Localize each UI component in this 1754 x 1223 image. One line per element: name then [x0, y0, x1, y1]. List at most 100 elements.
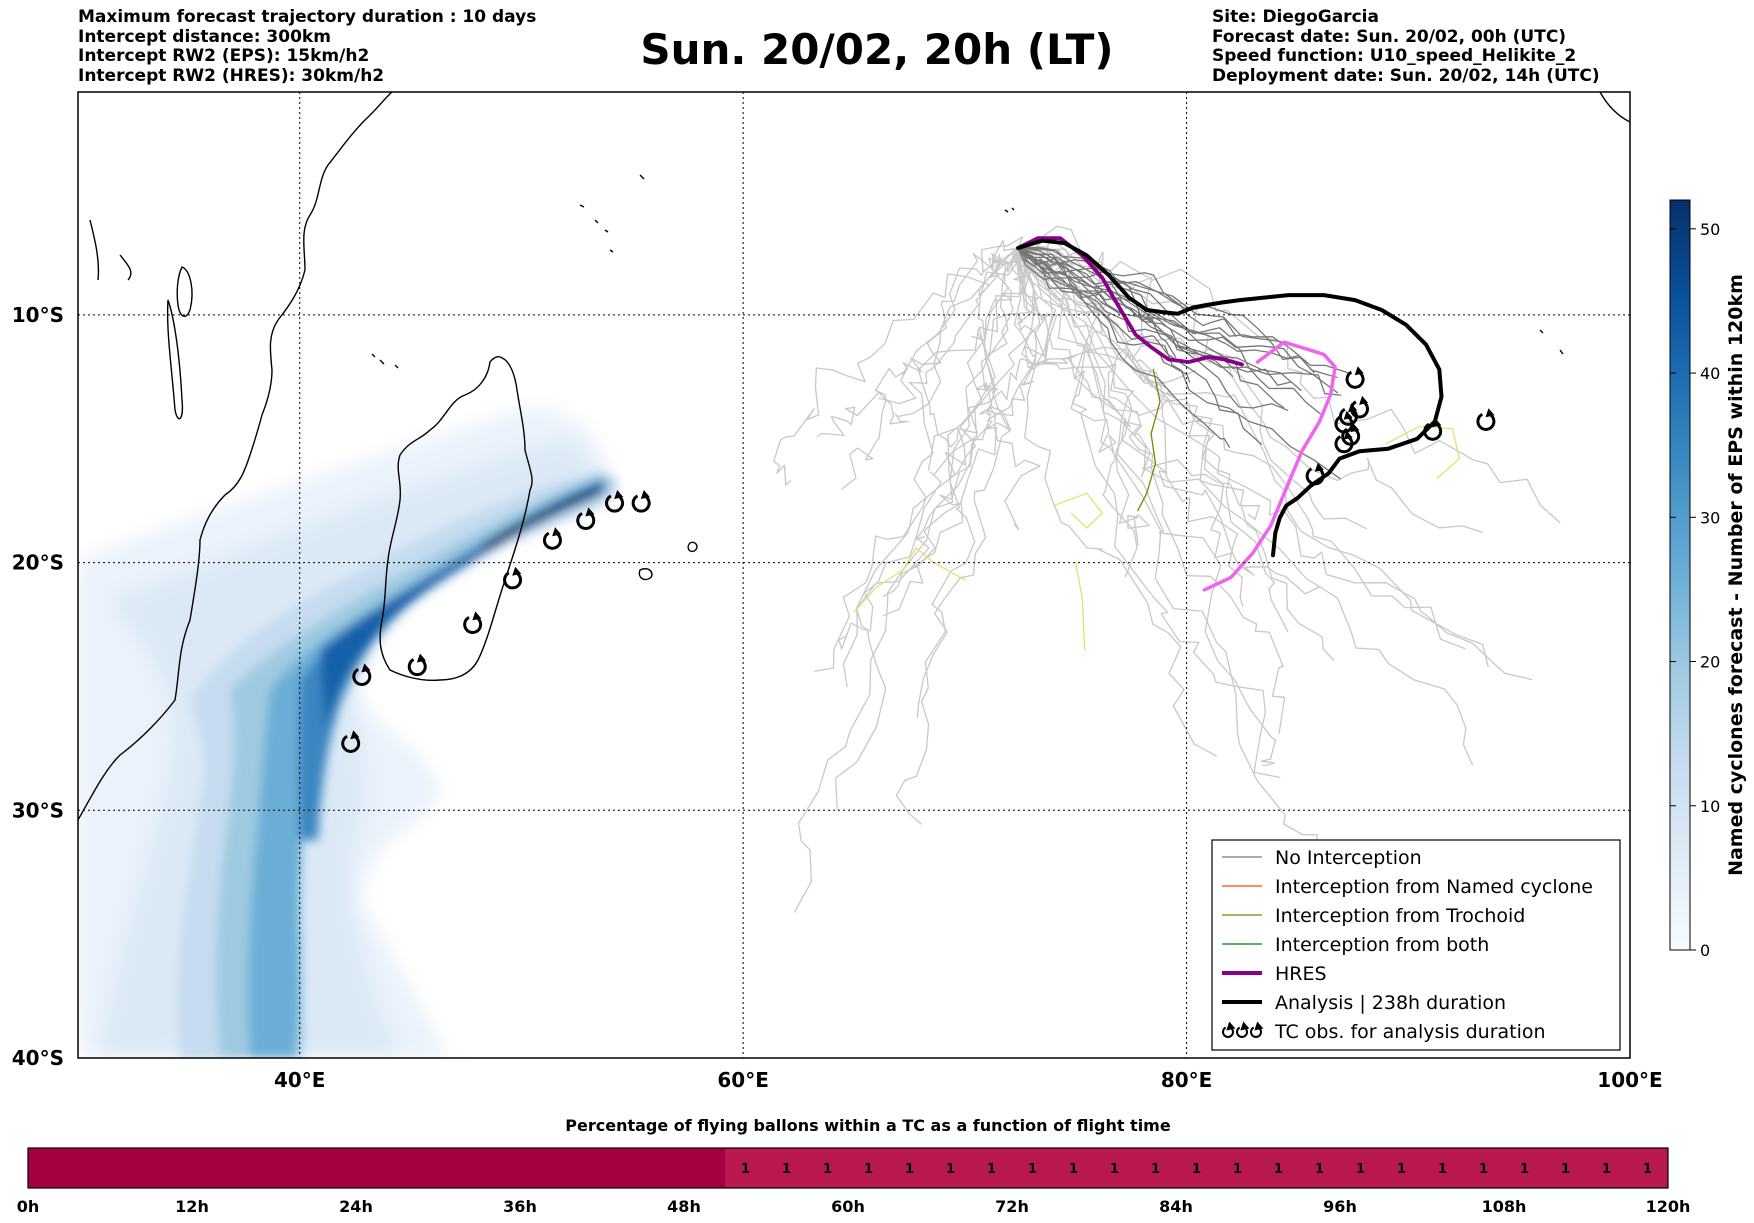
africa-coast [78, 92, 393, 821]
flight-time-cell-value: 1 [782, 1162, 791, 1177]
tc-obs-marker [1345, 366, 1365, 389]
header-left-info: Maximum forecast trajectory duration : 1… [78, 7, 537, 86]
ensemble-track-light [1017, 247, 1321, 595]
header-left-line: Maximum forecast trajectory duration : 1… [78, 7, 537, 27]
ensemble-track-light [1017, 247, 1277, 767]
tc-obs-marker [1338, 403, 1358, 426]
legend-item-hres: HRES [1222, 963, 1327, 985]
ensemble-track-light [1017, 246, 1561, 524]
comoros [371, 353, 399, 369]
forecast-track [1202, 340, 1337, 592]
flight-time-bar: Percentage of flying ballons within a TC… [17, 1116, 1691, 1216]
ensemble-track-no-interception [1017, 247, 1315, 374]
legend-item-tc-obs: TC obs. for analysis duration [1222, 1021, 1546, 1043]
colorbar-gradient [1669, 199, 1691, 951]
flight-time-tick-label: 48h [667, 1197, 701, 1216]
flight-time-cell-value: 1 [741, 1162, 750, 1177]
flight-time-bar-cells: 1 1 1 1 1 1 1 1 1 1 1 1 1 1 1 1 1 1 1 1 1 1 1 [28, 1148, 1668, 1188]
flight-time-cell-value: 1 [1438, 1162, 1447, 1177]
legend-item-analysis: Analysis | 238h duration [1222, 992, 1506, 1014]
ensemble-track-light [814, 245, 1030, 672]
ensemble-track-light [1017, 247, 1286, 735]
tc-obs-marker [1236, 1021, 1250, 1038]
flight-time-cell-value: 1 [1069, 1162, 1078, 1177]
lat-tick-label: 40°S [12, 1046, 64, 1070]
colorbar-tick-label: 30 [1700, 508, 1720, 527]
seychelles [579, 174, 645, 253]
lon-tick-label: 40°E [274, 1068, 326, 1092]
tc-obs-marker [503, 566, 523, 590]
legend-item-trochoid: Interception from Trochoid [1222, 905, 1525, 927]
legend-label: TC obs. for analysis duration [1274, 1021, 1546, 1043]
ensemble-track-no-interception [1017, 247, 1293, 386]
tc-obs-marker [631, 490, 651, 513]
ensemble-track-light [882, 247, 1023, 617]
legend-label: Analysis | 238h duration [1275, 992, 1506, 1014]
lat-tick-label: 20°S [12, 551, 64, 575]
ensemble-track-no-interception [1017, 247, 1263, 445]
reunion-coast [687, 541, 698, 553]
flight-time-cell-value: 1 [1356, 1162, 1365, 1177]
ensemble-track-light [1017, 247, 1217, 757]
header-right-line: Site: DiegoGarcia [1212, 7, 1379, 27]
ensemble-track-light [878, 240, 1019, 405]
mauritius-coast [638, 568, 653, 581]
legend-label: Interception from Trochoid [1275, 905, 1525, 927]
colorbar-ticks: 0 10 20 30 40 50 [1670, 220, 1720, 960]
tc-symbol-icon [1222, 1021, 1264, 1038]
madagascar-coast [379, 356, 533, 682]
header-right-line: Forecast date: Sun. 20/02, 00h (UTC) [1212, 26, 1567, 47]
ensemble-track-no-interception [1017, 247, 1349, 374]
legend-item-no-interception: No Interception [1222, 847, 1422, 869]
lat-tick-label: 30°S [12, 798, 64, 822]
tc-obs-marker [407, 653, 427, 677]
zanzibar-coast [176, 266, 193, 317]
tc-obs-marker [1423, 418, 1443, 441]
colorbar-tick-label: 50 [1700, 220, 1720, 239]
flight-time-tick-label: 60h [831, 1197, 865, 1216]
flight-time-cell-value: 1 [1192, 1162, 1201, 1177]
ensemble-track-light [1017, 238, 1150, 546]
tc-obs-marker [542, 527, 562, 550]
flight-time-cell-value: 1 [1028, 1162, 1037, 1177]
axis-labels: 40°E 60°E 80°E 100°E 10°S 20°S 30°S 40°S [12, 303, 1663, 1092]
trajectory-layer [773, 225, 1561, 948]
ensemble-track-light [841, 236, 1024, 490]
legend-label: Interception from both [1275, 934, 1489, 956]
chagos [1004, 207, 1015, 213]
flight-time-cell-value: 1 [1602, 1162, 1611, 1177]
flight-time-cell-value: 1 [905, 1162, 914, 1177]
header-left-line: Intercept RW2 (EPS): 15km/h2 [78, 46, 370, 66]
lon-tick-label: 80°E [1161, 1068, 1213, 1092]
header-right-line: Speed function: U10_speed_Helikite_2 [1212, 46, 1577, 66]
ensemble-track-light [816, 247, 1019, 437]
flight-time-cell-value: 1 [1315, 1162, 1324, 1177]
tc-obs-marker [341, 730, 361, 753]
ensemble-track-light [1017, 247, 1474, 766]
flight-time-cell-value: 1 [1643, 1162, 1652, 1177]
ensemble-track-no-interception [1017, 247, 1289, 411]
legend-item-named-cyclone: Interception from Named cyclone [1222, 876, 1593, 898]
flight-time-cell-value: 1 [1397, 1162, 1406, 1177]
map-frame [77, 91, 1631, 1059]
flight-time-cell-value: 1 [1520, 1162, 1529, 1177]
colorbar-tick-label: 0 [1700, 941, 1710, 960]
legend: No Interception Interception from Named … [1211, 839, 1621, 1051]
flight-time-cell-value: 1 [1110, 1162, 1119, 1177]
tc-obs-marker [463, 611, 483, 634]
ensemble-track-no-interception [1017, 247, 1339, 394]
flight-time-tick-label: 24h [339, 1197, 373, 1216]
colorbar-tick-label: 20 [1700, 653, 1720, 672]
flight-time-tick-label: 72h [995, 1197, 1029, 1216]
map-grid [78, 92, 1630, 1058]
coastlines [78, 92, 1630, 821]
flight-time-tick-label: 0h [17, 1197, 40, 1216]
ensemble-track-light [1017, 247, 1466, 650]
flight-time-cell-value: 1 [864, 1162, 873, 1177]
flight-time-tick-label: 12h [175, 1197, 209, 1216]
lake-tanganyika [89, 219, 132, 281]
header-left-line: Intercept distance: 300km [78, 26, 331, 47]
colorbar-tick-label: 40 [1700, 364, 1720, 383]
trochoid-light-track [853, 547, 966, 613]
